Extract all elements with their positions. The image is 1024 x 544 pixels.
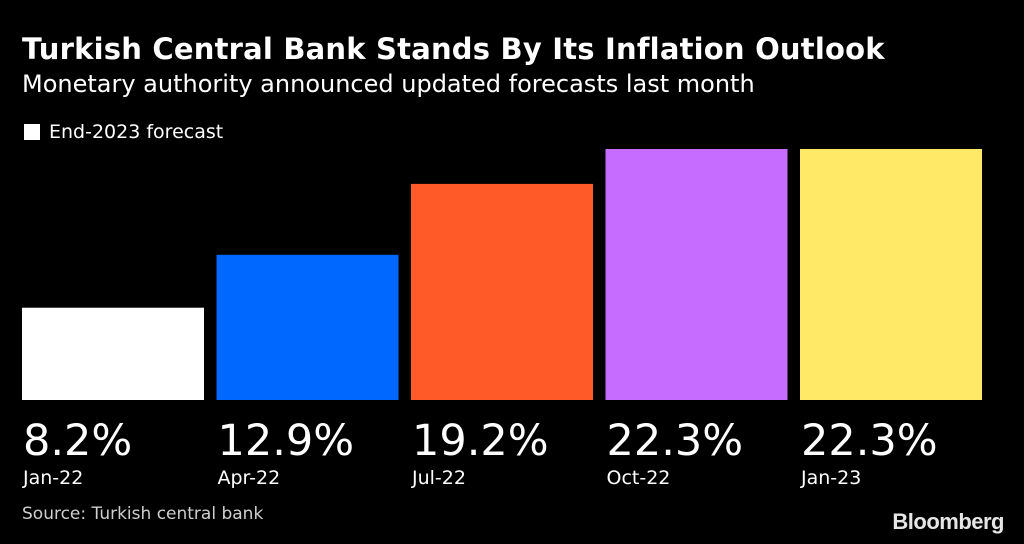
source-note: Source: Turkish central bank bbox=[22, 504, 264, 524]
legend-label: End-2023 forecast bbox=[49, 121, 224, 143]
bar-jul-22 bbox=[411, 183, 593, 400]
category-label: Oct-22 bbox=[607, 467, 671, 489]
legend-swatch bbox=[24, 124, 40, 140]
value-label: 22.3% bbox=[801, 416, 938, 466]
category-label: Jul-22 bbox=[411, 467, 466, 489]
value-label: 19.2% bbox=[412, 416, 549, 466]
category-label: Apr-22 bbox=[218, 467, 281, 489]
value-label: 8.2% bbox=[23, 416, 132, 466]
bloomberg-logo: Bloomberg bbox=[892, 509, 1004, 534]
category-label: Jan-23 bbox=[800, 467, 861, 489]
value-label: 12.9% bbox=[218, 416, 355, 466]
bar-apr-22 bbox=[216, 254, 399, 400]
bar-jan-23 bbox=[800, 149, 982, 400]
legend: End-2023 forecast bbox=[24, 121, 223, 143]
bar-oct-22 bbox=[605, 149, 788, 400]
value-label: 22.3% bbox=[607, 416, 744, 466]
chart-subtitle: Monetary authority announced updated for… bbox=[22, 70, 755, 98]
category-label: Jan-22 bbox=[22, 467, 83, 489]
bar-jan-22 bbox=[22, 307, 204, 400]
chart-title: Turkish Central Bank Stands By Its Infla… bbox=[22, 32, 885, 66]
